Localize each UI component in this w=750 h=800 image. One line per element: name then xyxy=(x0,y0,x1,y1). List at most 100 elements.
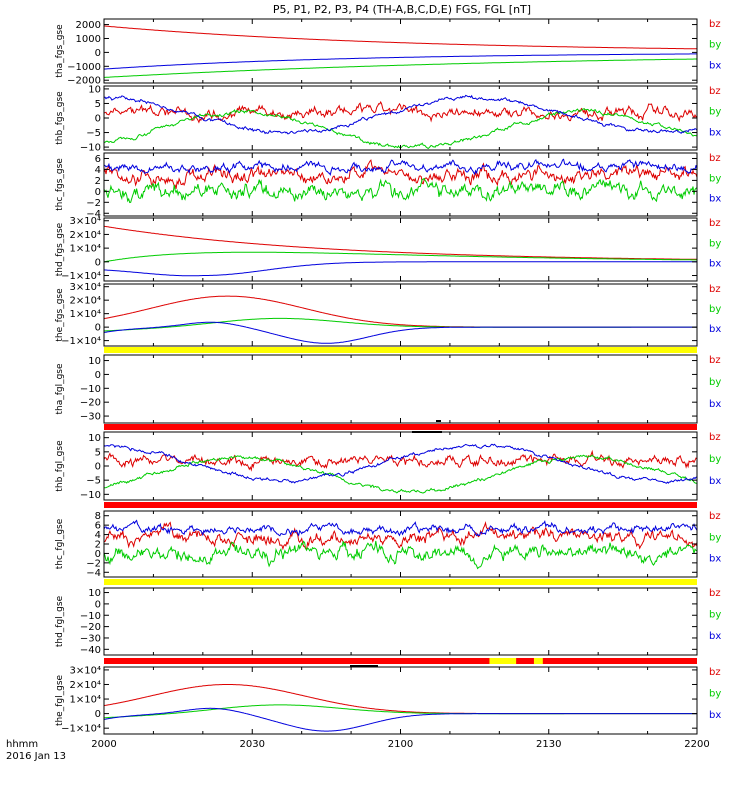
y-tick-label: −30 xyxy=(80,633,101,644)
y-tick-label: 2 xyxy=(95,176,101,187)
flag-bar-segment xyxy=(533,658,543,664)
legend-by: by xyxy=(709,238,721,249)
panel-thb_fgl_gse: 10 5 0 −5 −10 thb_fgl_gse bz by bx xyxy=(55,431,721,501)
series-bz-thc_fgl_gse xyxy=(103,520,698,551)
series-bz-thb_fgs_gse xyxy=(104,100,698,124)
y-tick-label: −40 xyxy=(80,645,101,656)
legend-bz: bz xyxy=(709,667,721,678)
flag-bar xyxy=(104,502,697,508)
y-tick-label: 1×10⁴ xyxy=(70,309,101,320)
panel-frame xyxy=(103,217,698,282)
panel-tha_fgl_gse: 10 0 −10 −20 −30 tha_fgl_gse bz by bx xyxy=(55,354,721,424)
legend-bx: bx xyxy=(709,194,721,205)
series-bx-thb_fgl_gse xyxy=(103,443,698,484)
legend-bx: bx xyxy=(709,476,721,487)
y-tick-label: 1×10⁴ xyxy=(70,695,101,706)
y-tick-label: 10 xyxy=(88,433,101,444)
legend-by: by xyxy=(709,689,721,700)
x-tick-label: 2030 xyxy=(240,739,265,750)
x-tick-label: 2000 xyxy=(91,739,116,750)
y-axis-label: thc_fgl_gse xyxy=(55,518,65,569)
y-axis-label: thd_fgl_gse xyxy=(55,595,65,647)
y-axis-label: thb_fgl_gse xyxy=(55,440,65,492)
legend-bz: bz xyxy=(709,588,721,599)
series-bz-tha_fgs_gse xyxy=(104,25,697,50)
panel-frame xyxy=(103,283,698,347)
legend-bx: bx xyxy=(709,631,721,642)
legend-by: by xyxy=(709,173,721,184)
x-tick-label: 2200 xyxy=(684,739,709,750)
y-axis-label: tha_fgl_gse xyxy=(55,363,65,415)
legend-by: by xyxy=(709,107,721,118)
y-tick-label: 3×10⁴ xyxy=(70,282,101,293)
legend-by: by xyxy=(709,40,721,51)
y-tick-label: −1×10⁴ xyxy=(61,271,101,282)
y-tick-label: 5 xyxy=(95,447,101,458)
legend-bz: bz xyxy=(709,511,721,522)
flag-bar-segment xyxy=(489,658,517,664)
legend-bx: bx xyxy=(709,259,721,270)
legend-bz: bz xyxy=(709,284,721,295)
y-tick-label: −30 xyxy=(80,412,101,423)
y-tick-label: 5 xyxy=(95,99,101,110)
legend-bz: bz xyxy=(709,218,721,229)
series-by-tha_fgs_gse xyxy=(104,58,697,78)
y-tick-label: −4 xyxy=(86,209,101,220)
legend-by: by xyxy=(709,304,721,315)
y-tick-label: 4 xyxy=(95,165,101,176)
y-tick-label: −10 xyxy=(80,490,101,501)
y-tick-label: 2 xyxy=(95,540,101,551)
legend-bx: bx xyxy=(709,554,721,565)
y-axis-label: the_fgl_gse xyxy=(55,674,65,726)
y-tick-label: 0 xyxy=(95,549,101,560)
y-tick-label: 3×10⁴ xyxy=(70,216,101,227)
y-axis-label: tha_fgs_gse xyxy=(55,24,65,78)
panel-frame xyxy=(103,18,698,84)
series-bx-tha_fgs_gse xyxy=(103,53,697,70)
y-tick-label: 2000 xyxy=(76,20,101,31)
y-axis-label: thc_fgs_gse xyxy=(55,158,65,211)
y-tick-label: −2 xyxy=(86,558,101,569)
legend-by: by xyxy=(709,377,721,388)
legend-bz: bz xyxy=(709,432,721,443)
y-tick-label: 0 xyxy=(95,257,101,268)
flag-mark xyxy=(436,420,441,422)
x-tick-label: 2130 xyxy=(536,739,561,750)
y-tick-label: 0 xyxy=(95,48,101,59)
legend-by: by xyxy=(709,532,721,543)
series-bx-the_fgs_gse xyxy=(103,321,697,344)
y-tick-label: 10 xyxy=(88,588,101,599)
legend-bz: bz xyxy=(709,355,721,366)
legend-bx: bx xyxy=(709,324,721,335)
series-by-thc_fgl_gse xyxy=(103,540,698,570)
y-tick-label: −2 xyxy=(86,198,101,209)
series-bz-thb_fgl_gse xyxy=(103,449,698,472)
y-tick-label: 2×10⁴ xyxy=(70,296,101,307)
y-tick-label: 8 xyxy=(95,511,101,522)
y-tick-label: −1×10⁴ xyxy=(61,336,101,347)
legend-by: by xyxy=(709,454,721,465)
y-tick-label: 0 xyxy=(95,370,101,381)
legend-bx: bx xyxy=(709,710,721,721)
y-tick-label: 0 xyxy=(95,187,101,198)
flag-mark xyxy=(350,665,378,667)
y-tick-label: 10 xyxy=(88,84,101,95)
y-axis-label: thb_fgs_gse xyxy=(55,91,65,145)
panel-frame xyxy=(103,587,698,656)
y-axis-label: the_fgs_gse xyxy=(55,288,65,342)
series-bx-thd_fgs_gse xyxy=(103,261,697,277)
y-tick-label: 4 xyxy=(95,530,101,541)
figure-title: P5, P1, P2, P3, P4 (TH-A,B,C,D,E) FGS, F… xyxy=(273,3,531,16)
y-tick-label: −5 xyxy=(86,128,101,139)
y-tick-label: 0 xyxy=(95,114,101,125)
x-tick-label: 2100 xyxy=(388,739,413,750)
y-tick-label: 1000 xyxy=(76,34,101,45)
legend-bx: bx xyxy=(709,127,721,138)
y-tick-label: −20 xyxy=(80,398,101,409)
y-tick-label: 2×10⁴ xyxy=(70,680,101,691)
